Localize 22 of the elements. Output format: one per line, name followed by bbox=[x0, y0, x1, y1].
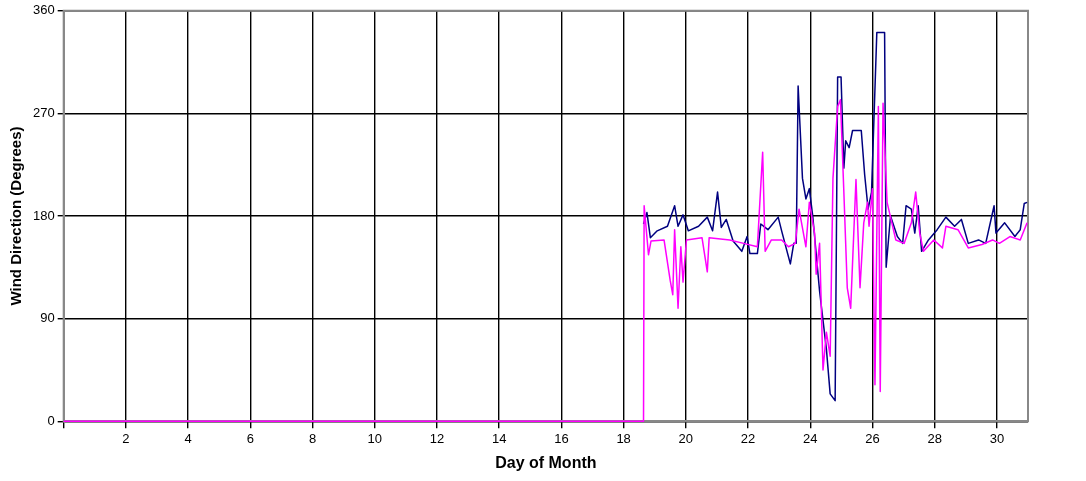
x-tick-label: 12 bbox=[429, 430, 445, 446]
x-tick-label: 30 bbox=[989, 430, 1005, 446]
x-tick-label: 8 bbox=[308, 430, 317, 446]
x-tick-label: 24 bbox=[803, 430, 818, 446]
x-tick-label: 6 bbox=[246, 430, 254, 446]
y-axis-title: Wind Direction (Degrees) bbox=[7, 126, 25, 306]
x-tick-label: 26 bbox=[865, 430, 880, 446]
x-tick-label: 18 bbox=[616, 430, 631, 446]
y-tick-label: 180 bbox=[32, 207, 55, 223]
y-tick-label: 270 bbox=[32, 104, 55, 120]
x-axis-title: Day of Month bbox=[495, 453, 597, 471]
x-tick-label: 28 bbox=[927, 430, 942, 446]
y-tick-label: 0 bbox=[47, 412, 55, 428]
x-tick-label: 10 bbox=[367, 430, 382, 446]
x-tick-label: 4 bbox=[184, 430, 192, 446]
x-tick-label: 14 bbox=[491, 430, 507, 446]
x-tick-label: 2 bbox=[122, 430, 130, 446]
y-tick-label: 90 bbox=[40, 310, 55, 326]
x-tick-label: 16 bbox=[554, 430, 569, 446]
y-tick-label: 360 bbox=[32, 2, 55, 18]
x-tick-label: 22 bbox=[740, 430, 756, 446]
x-tick-label: 20 bbox=[678, 430, 694, 446]
